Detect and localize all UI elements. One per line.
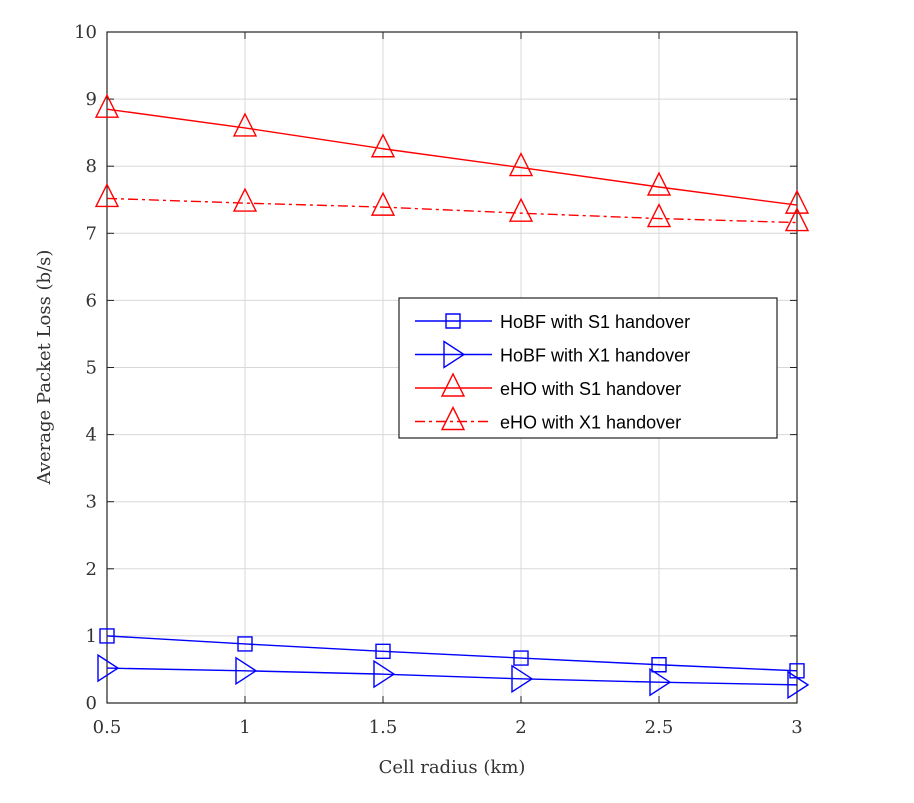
series-line — [106, 635, 798, 672]
y-tick-label: 6 — [86, 290, 97, 311]
triangle-up-marker — [232, 187, 258, 212]
series-4 — [94, 182, 810, 232]
y-tick-label: 9 — [86, 89, 97, 110]
x-tick-label: 0.5 — [93, 717, 122, 738]
series-group — [94, 93, 810, 700]
triangle-right-marker — [97, 653, 120, 683]
y-tick-label: 4 — [86, 425, 97, 446]
y-tick-label: 7 — [86, 223, 97, 244]
triangle-up-marker — [94, 182, 120, 208]
triangle-right-marker — [373, 659, 396, 689]
x-axis-label: Cell radius (km) — [379, 757, 526, 778]
triangle-up-marker — [370, 191, 396, 216]
triangle-up-marker — [94, 93, 120, 118]
series-line — [106, 108, 798, 206]
triangle-up-marker — [440, 372, 466, 397]
series-3 — [94, 93, 810, 214]
triangle-up-marker — [440, 405, 466, 431]
triangle-up-marker — [646, 202, 672, 228]
square-marker — [513, 650, 529, 666]
y-tick-label: 10 — [74, 22, 97, 43]
triangle-right-marker — [649, 667, 672, 697]
square-marker — [375, 643, 391, 660]
legend-label: eHO with X1 handover — [500, 413, 681, 433]
y-axis-label: Average Packet Loss (b/s) — [34, 250, 55, 486]
legend-label: eHO with S1 handover — [500, 379, 681, 399]
series-line — [106, 197, 798, 224]
legend-label: HoBF with S1 handover — [500, 312, 690, 332]
x-tick-label: 1 — [239, 717, 250, 738]
series-line — [106, 667, 798, 686]
triangle-up-marker — [508, 151, 534, 177]
x-tick-label: 1.5 — [369, 717, 398, 738]
triangle-right-marker — [443, 340, 466, 369]
square-marker — [445, 313, 461, 329]
y-tick-label: 8 — [86, 156, 97, 177]
x-tick-label: 2.5 — [645, 717, 674, 738]
triangle-up-marker — [508, 197, 534, 222]
triangle-up-marker — [784, 206, 810, 232]
x-tick-label: 3 — [791, 717, 802, 738]
triangle-right-marker — [235, 656, 258, 686]
triangle-right-marker — [787, 670, 810, 700]
y-tick-label: 5 — [86, 358, 97, 379]
triangle-up-marker — [784, 189, 810, 214]
x-tick-label: 2 — [515, 717, 526, 738]
square-marker — [99, 628, 115, 644]
square-marker — [651, 657, 667, 673]
y-tick-label: 1 — [86, 626, 97, 647]
series-2 — [97, 653, 810, 700]
y-tick-label: 2 — [86, 559, 97, 580]
legend-label: HoBF with X1 handover — [500, 346, 690, 366]
y-tick-label: 3 — [86, 492, 97, 513]
triangle-up-marker — [232, 112, 258, 137]
triangle-up-marker — [646, 171, 672, 196]
triangle-up-marker — [370, 133, 396, 158]
triangle-right-marker — [511, 664, 534, 694]
legend: HoBF with S1 handover HoBF with X1 handov… — [398, 297, 778, 439]
square-marker — [237, 636, 253, 652]
y-tick-label: 0 — [86, 693, 97, 714]
plot-frame — [106, 31, 798, 704]
ticks: 0.5 1 1.5 2 2.5 3 0 1 2 3 4 5 6 7 8 9 10 — [74, 22, 803, 738]
